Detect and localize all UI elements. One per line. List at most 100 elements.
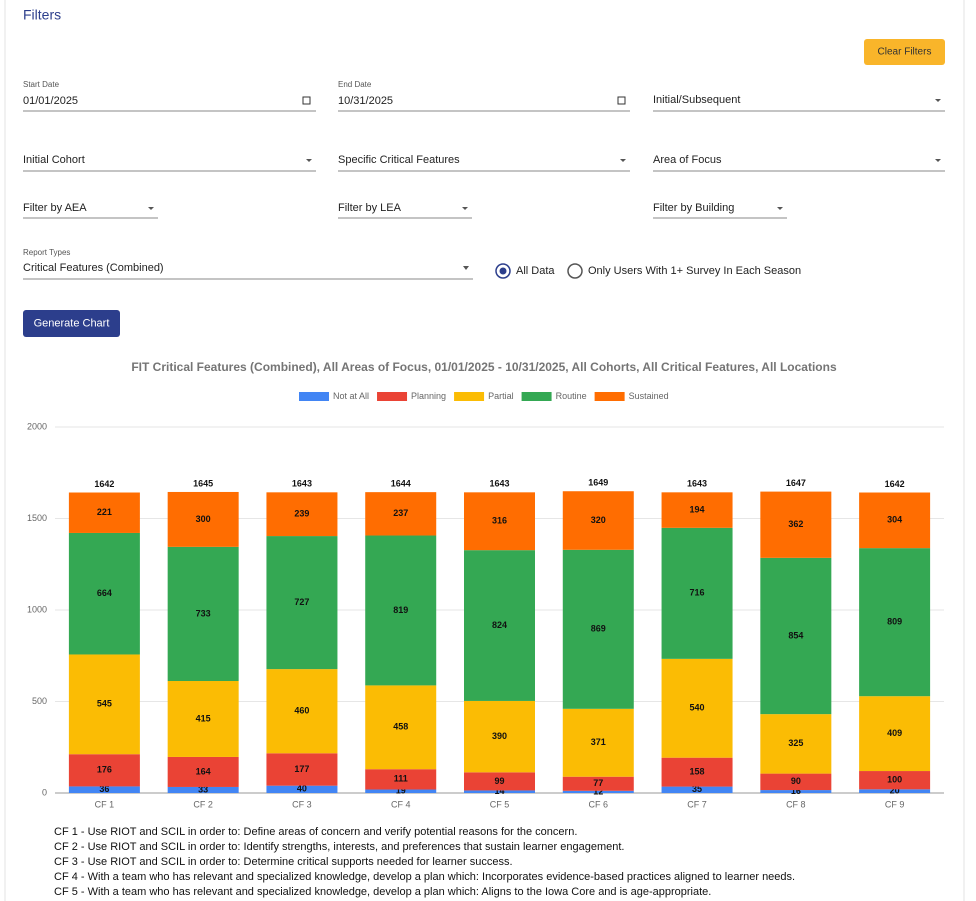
field-value: 10/31/2025	[338, 95, 393, 107]
bar-segment	[167, 786, 239, 793]
total-label: 1647	[786, 478, 806, 488]
bar-segment	[68, 786, 140, 793]
dropdown-arrow	[935, 99, 941, 102]
legend-swatch	[594, 392, 625, 401]
bar-segment	[365, 535, 437, 686]
bar-segment	[68, 754, 140, 787]
segment-label: 854	[788, 630, 803, 640]
segment-label: 716	[690, 588, 705, 598]
bar-segment	[859, 771, 931, 790]
dropdown[interactable]: Initial Cohort	[23, 154, 316, 172]
bar-segment	[68, 654, 140, 755]
start-date-field[interactable]: Start Date 01/01/2025	[23, 80, 316, 112]
segment-label: 16	[791, 786, 801, 796]
bar-segment	[661, 527, 733, 659]
segment-label: 664	[97, 588, 112, 598]
bar-segment	[859, 548, 931, 697]
segment-label: 19	[396, 786, 406, 796]
segment-label: 809	[887, 617, 902, 627]
field-value: Critical Features (Combined)	[23, 262, 164, 274]
end-date-field[interactable]: End Date 10/31/2025	[338, 80, 630, 112]
footnote: CF 4 - With a team who has relevant and …	[54, 871, 795, 883]
bar-segment	[661, 757, 733, 787]
bar-segment	[167, 491, 239, 547]
segment-label: 164	[196, 766, 211, 776]
bar-segment	[167, 546, 239, 682]
segment-label: 100	[887, 775, 902, 785]
bar-segment	[760, 557, 832, 715]
dropdown[interactable]: Filter by AEA	[23, 202, 158, 219]
bar-segment	[464, 550, 535, 701]
segment-label: 869	[591, 624, 606, 634]
segment-label: 320	[591, 515, 606, 525]
x-tick-label: CF 5	[490, 799, 510, 809]
footnote: CF 2 - Use RIOT and SCIL in order to: Id…	[54, 841, 624, 853]
segment-label: 239	[294, 509, 309, 519]
dropdown[interactable]: Filter by Building	[653, 202, 787, 219]
legend-label: Routine	[556, 391, 587, 401]
bar-segment	[859, 696, 931, 772]
bar-segment	[661, 492, 733, 528]
segment-label: 415	[196, 713, 211, 723]
segment-label: 824	[492, 620, 507, 630]
field-label: Report Types	[23, 248, 70, 257]
segment-label: 111	[394, 774, 408, 784]
segment-label: 158	[690, 767, 705, 777]
bar-segment	[266, 669, 338, 754]
bar-segment	[760, 773, 832, 791]
page-title: Filters	[23, 7, 61, 23]
dropdown-placeholder: Area of Focus	[653, 154, 722, 166]
footnote: CF 1 - Use RIOT and SCIL in order to: De…	[54, 826, 577, 838]
segment-label: 371	[591, 737, 606, 747]
dropdown[interactable]: Initial/Subsequent	[653, 94, 945, 112]
bar-segment	[464, 790, 535, 793]
dropdown[interactable]: Area of Focus	[653, 154, 945, 172]
radio-option[interactable]: Only Users With 1+ Survey In Each Season	[567, 263, 801, 279]
dropdown-arrow	[148, 207, 154, 210]
total-label: 1643	[292, 479, 312, 489]
bar-segment	[167, 681, 239, 757]
segment-label: 304	[887, 515, 902, 525]
segment-label: 33	[198, 784, 208, 794]
footnote: CF 5 - With a team who has relevant and …	[54, 886, 711, 898]
bar-segment	[365, 789, 437, 793]
legend-swatch	[299, 392, 329, 401]
dropdown-placeholder: Filter by Building	[653, 202, 734, 214]
bar-segment	[859, 492, 931, 549]
segment-label: 325	[788, 738, 803, 748]
segment-label: 14	[494, 786, 504, 796]
generate-chart-button[interactable]: Generate Chart	[23, 310, 120, 337]
segment-label: 35	[692, 784, 702, 794]
dropdown[interactable]: Specific Critical Features	[338, 154, 630, 172]
bar-segment	[365, 769, 437, 790]
field-value: 01/01/2025	[23, 95, 78, 107]
total-label: 1645	[193, 478, 213, 488]
segment-label: 300	[196, 514, 211, 524]
bar-segment	[266, 492, 338, 537]
bar-segment	[266, 536, 338, 670]
dropdown-placeholder: Filter by LEA	[338, 202, 402, 214]
total-label: 1649	[588, 478, 608, 488]
bar-segment	[266, 785, 338, 793]
radio-dot	[499, 267, 507, 275]
radio-option[interactable]: All Data	[495, 263, 555, 279]
clear-filters-button[interactable]: Clear Filters	[864, 39, 945, 65]
legend-label: Planning	[411, 391, 446, 401]
field-label: End Date	[338, 80, 372, 89]
y-tick-label: 0	[42, 787, 47, 797]
bar-segment	[167, 756, 239, 787]
dropdown-placeholder: Specific Critical Features	[338, 154, 460, 166]
bar-segment	[562, 708, 634, 777]
report-types-field[interactable]: Report Types Critical Features (Combined…	[23, 248, 473, 280]
bar-segment	[562, 491, 634, 550]
radio-circle	[567, 263, 583, 279]
segment-label: 362	[788, 519, 803, 529]
dropdown[interactable]: Filter by LEA	[338, 202, 472, 219]
legend-swatch	[454, 392, 485, 401]
segment-label: 36	[99, 784, 109, 794]
segment-label: 99	[494, 776, 504, 786]
bar-segment	[760, 714, 832, 774]
bar-segment	[365, 492, 437, 536]
legend-label: Partial	[488, 391, 514, 401]
